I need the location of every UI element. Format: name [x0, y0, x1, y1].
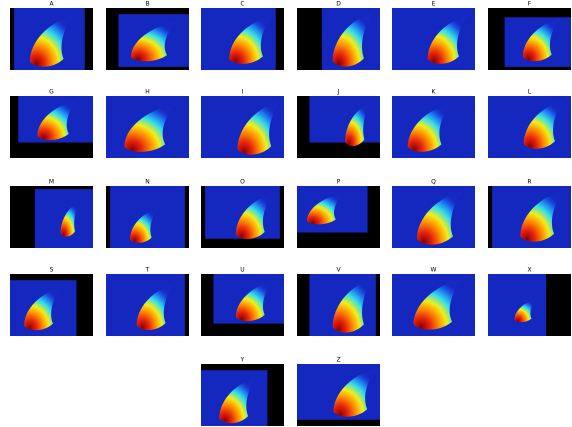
panel-label: R: [527, 179, 531, 186]
heat-shape: [60, 202, 80, 237]
heat-shape: [219, 377, 257, 424]
heat-shape: [523, 100, 565, 149]
heat-shape: [520, 190, 564, 242]
heat-shape: [130, 21, 178, 62]
panel-label: J: [337, 89, 340, 96]
panel-label: L: [528, 89, 532, 96]
heat-shape: [416, 190, 464, 245]
heat-shape: [333, 368, 378, 417]
panel-label: E: [432, 1, 436, 8]
panel-label: V: [336, 267, 341, 274]
image-field: [488, 274, 547, 336]
panel-label: U: [240, 267, 244, 274]
panel-label: C: [240, 1, 244, 8]
heat-shape: [237, 100, 282, 155]
panel-label: D: [336, 1, 341, 8]
thumbnail: B: [106, 1, 189, 70]
heat-shape: [427, 15, 469, 64]
heat-shape: [306, 192, 345, 225]
heat-shape: [407, 103, 452, 152]
panel-label: S: [50, 267, 54, 274]
panel-label: M: [49, 179, 54, 186]
thumbnail: J: [297, 89, 380, 158]
heat-shape: [235, 281, 274, 322]
thumbnail: H: [106, 89, 189, 158]
panel-label: Z: [336, 357, 340, 364]
panel-label: B: [145, 1, 149, 8]
heat-shape: [514, 299, 537, 323]
panel-label: T: [145, 267, 150, 274]
thumbnail: Q: [392, 179, 475, 248]
heat-shape: [332, 12, 374, 67]
panel-label: I: [242, 89, 244, 96]
thumbnail: S: [10, 267, 93, 336]
thumbnail: P: [297, 179, 380, 248]
heat-shape: [413, 278, 464, 330]
thumbnail: M: [10, 179, 93, 248]
panel-label: Q: [431, 179, 436, 186]
thumbnail: O: [201, 179, 284, 248]
heat-shape: [136, 284, 175, 331]
panel-label: O: [240, 179, 245, 186]
thumbnail: G: [10, 89, 93, 158]
panel-label: Y: [240, 357, 245, 364]
thumbnail: W: [392, 267, 475, 336]
heat-shape: [130, 208, 159, 243]
image-field: [309, 96, 380, 143]
heat-shape: [37, 99, 78, 140]
heat-shape: [229, 15, 273, 64]
heat-shape: [345, 103, 371, 147]
thumbnail: K: [392, 89, 475, 158]
panel-label: F: [528, 1, 532, 8]
heat-shape: [29, 15, 74, 67]
thumbnail: Y: [201, 357, 284, 426]
thumbnail: Z: [297, 357, 380, 426]
thumbnail: L: [488, 89, 571, 158]
panel-label: H: [145, 89, 150, 96]
panel-label: A: [49, 1, 54, 8]
heat-shape: [235, 193, 274, 239]
heat-shape: [522, 18, 561, 62]
thumbnail: T: [106, 267, 189, 336]
panel-label: G: [49, 89, 54, 96]
panel-label: W: [431, 267, 437, 274]
heat-shape: [124, 103, 178, 152]
thumbnail: F: [488, 1, 571, 70]
thumbnail: E: [392, 1, 475, 70]
thumbnail: R: [488, 179, 571, 248]
panel-label: X: [527, 267, 531, 274]
thumbnail: X: [488, 267, 571, 336]
heat-shape: [332, 278, 374, 333]
thumbnail: U: [201, 267, 284, 336]
panel-label: N: [145, 179, 150, 186]
thumbnail: V: [297, 267, 380, 336]
panel-label: P: [337, 179, 341, 186]
thumbnail: I: [201, 89, 284, 158]
thumbnail: D: [297, 1, 380, 70]
thumbnail: C: [201, 1, 284, 70]
thumbnail: A: [10, 1, 93, 70]
heat-shape: [24, 287, 62, 331]
panel-label: K: [432, 89, 437, 96]
thumbnail: N: [106, 179, 189, 248]
